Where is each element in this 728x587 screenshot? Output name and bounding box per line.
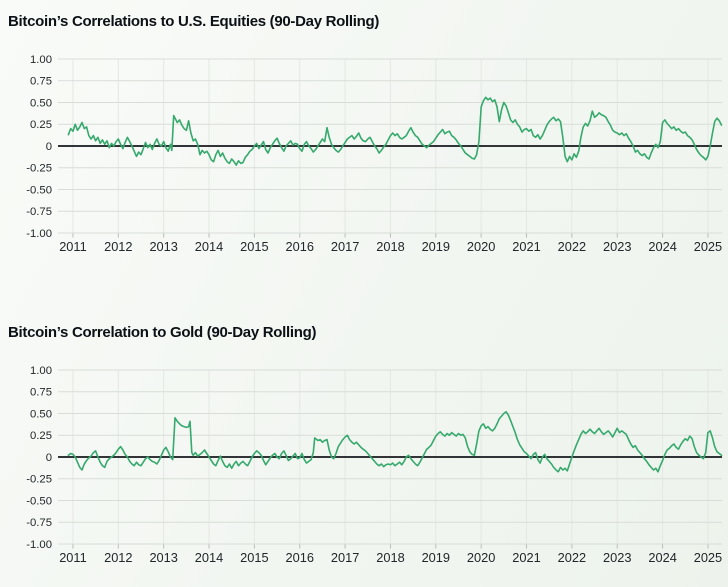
x-tick-label: 2011 xyxy=(59,550,87,565)
x-tick-label: 2024 xyxy=(648,550,676,565)
y-tick-label: -0.25 xyxy=(26,163,52,175)
gold-chart-section: Bitcoin’s Correlation to Gold (90-Day Ro… xyxy=(0,264,728,575)
gold-chart-title: Bitcoin’s Correlation to Gold (90-Day Ro… xyxy=(8,324,317,341)
y-tick-label: -0.25 xyxy=(26,474,52,486)
x-tick-label: 2011 xyxy=(59,239,87,254)
x-tick-label: 2014 xyxy=(195,239,223,254)
x-tick-label: 2012 xyxy=(104,239,132,254)
gold-line-chart: 2011 2012 2013 2014 2015 2016 2017 2018 2019 2020… xyxy=(26,365,723,565)
y-tick-label: 0.75 xyxy=(30,76,52,88)
x-tick-label: 2021 xyxy=(512,239,540,254)
y-tick-label: 1.00 xyxy=(30,365,52,377)
x-tick-label: 2022 xyxy=(558,239,586,254)
x-tick-label: 2012 xyxy=(104,550,132,565)
x-tick-label: 2016 xyxy=(286,239,314,254)
x-tick-label: 2019 xyxy=(422,239,450,254)
x-tick-label: 2022 xyxy=(558,550,586,565)
y-axis: 1.00 0.75 0.50 0.25 0 -0.25 -0.50 -0.75 -1.00 xyxy=(26,365,722,551)
equities-line-chart: 2011 2012 2013 2014 2015 2016 2017 2018 2019 2020… xyxy=(26,54,723,254)
equities-chart-section: Bitcoin’s Correlations to U.S. Equities … xyxy=(0,0,728,264)
x-tick-label: 2024 xyxy=(648,239,676,254)
y-tick-label: -0.50 xyxy=(26,495,52,507)
y-tick-label: 0.25 xyxy=(30,430,52,442)
x-tick-label: 2020 xyxy=(467,550,495,565)
x-tick-label: 2025 xyxy=(694,239,722,254)
correlation-charts-page: Bitcoin’s Correlations to U.S. Equities … xyxy=(0,0,728,575)
x-tick-label: 2023 xyxy=(603,550,631,565)
y-tick-label: 0 xyxy=(46,141,52,153)
x-tick-label: 2014 xyxy=(195,550,223,565)
x-tick-label: 2018 xyxy=(376,550,404,565)
correlation-line xyxy=(67,96,723,166)
x-tick-label: 2016 xyxy=(286,550,314,565)
x-tick-label: 2021 xyxy=(512,550,540,565)
y-tick-label: -1.00 xyxy=(26,539,52,551)
x-tick-label: 2015 xyxy=(240,239,268,254)
x-tick-label: 2013 xyxy=(149,550,177,565)
correlation-line xyxy=(67,411,723,473)
y-tick-label: 0.50 xyxy=(30,408,52,420)
y-tick-label: -0.75 xyxy=(26,517,52,529)
y-tick-label: 0.25 xyxy=(30,119,52,131)
x-tick-label: 2019 xyxy=(422,550,450,565)
x-axis: 2011 2012 2013 2014 2015 2016 2017 2018 2019 2020… xyxy=(59,233,722,254)
x-axis: 2011 2012 2013 2014 2015 2016 2017 2018 2019 2020… xyxy=(59,544,722,565)
y-tick-label: -1.00 xyxy=(26,228,52,240)
y-tick-label: -0.75 xyxy=(26,206,52,218)
y-tick-label: 1.00 xyxy=(30,54,52,66)
x-tick-label: 2025 xyxy=(694,550,722,565)
x-tick-label: 2020 xyxy=(467,239,495,254)
y-tick-label: -0.50 xyxy=(26,184,52,196)
y-axis: 1.00 0.75 0.50 0.25 0 -0.25 -0.50 -0.75 -1.00 xyxy=(26,54,722,240)
equities-chart-title: Bitcoin’s Correlations to U.S. Equities … xyxy=(8,13,380,30)
x-tick-label: 2017 xyxy=(331,239,359,254)
x-tick-label: 2017 xyxy=(331,550,359,565)
x-tick-label: 2013 xyxy=(149,239,177,254)
y-tick-label: 0 xyxy=(46,452,52,464)
x-tick-label: 2015 xyxy=(240,550,268,565)
x-tick-label: 2018 xyxy=(376,239,404,254)
y-tick-label: 0.50 xyxy=(30,97,52,109)
y-tick-label: 0.75 xyxy=(30,387,52,399)
x-tick-label: 2023 xyxy=(603,239,631,254)
